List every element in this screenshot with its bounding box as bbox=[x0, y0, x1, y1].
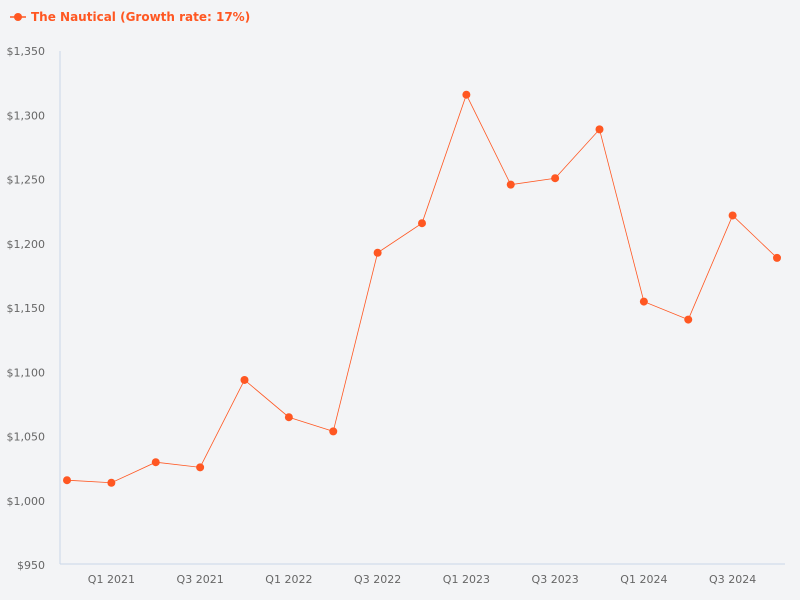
x-tick-label: Q1 2021 bbox=[88, 573, 135, 586]
data-point[interactable] bbox=[63, 476, 71, 485]
y-tick-label: $1,350 bbox=[7, 45, 46, 58]
data-point[interactable] bbox=[728, 211, 737, 220]
y-tick-label: $1,050 bbox=[7, 431, 46, 444]
data-point[interactable] bbox=[418, 219, 426, 228]
data-point[interactable] bbox=[240, 375, 249, 384]
data-point[interactable] bbox=[151, 458, 160, 467]
data-point[interactable] bbox=[284, 413, 293, 422]
x-tick-label: Q1 2024 bbox=[620, 573, 667, 586]
x-tick-label: Q3 2022 bbox=[354, 573, 401, 586]
data-point[interactable] bbox=[506, 180, 515, 189]
y-tick-label: $1,000 bbox=[7, 495, 46, 508]
x-tick-label: Q3 2023 bbox=[532, 573, 579, 586]
data-point[interactable] bbox=[639, 297, 648, 306]
data-point[interactable] bbox=[551, 174, 560, 183]
y-tick-label: $1,150 bbox=[7, 302, 46, 315]
x-tick-label: Q1 2023 bbox=[443, 573, 490, 586]
data-point[interactable] bbox=[773, 253, 781, 262]
series-line bbox=[66, 93, 778, 484]
y-tick-label: $1,300 bbox=[7, 109, 46, 122]
data-point[interactable] bbox=[373, 248, 382, 257]
x-tick-label: Q3 2021 bbox=[177, 573, 224, 586]
legend-label: The Nautical (Growth rate: 17%) bbox=[31, 10, 251, 24]
y-tick-label: $950 bbox=[17, 559, 45, 572]
legend[interactable]: The Nautical (Growth rate: 17%) bbox=[10, 10, 250, 24]
legend-line-marker-icon bbox=[10, 13, 26, 21]
data-point[interactable] bbox=[462, 90, 471, 99]
data-point[interactable] bbox=[107, 478, 116, 487]
y-tick-label: $1,100 bbox=[7, 366, 46, 379]
data-point[interactable] bbox=[196, 463, 205, 472]
x-tick-label: Q1 2022 bbox=[265, 573, 312, 586]
y-tick-label: $1,250 bbox=[7, 174, 46, 187]
x-tick-label: Q3 2024 bbox=[709, 573, 756, 586]
data-point[interactable] bbox=[329, 427, 338, 436]
data-point[interactable] bbox=[595, 125, 604, 134]
data-point[interactable] bbox=[684, 315, 693, 324]
y-tick-label: $1,200 bbox=[7, 238, 46, 251]
